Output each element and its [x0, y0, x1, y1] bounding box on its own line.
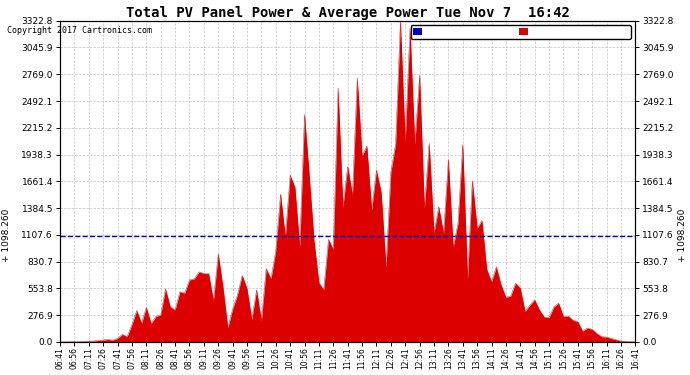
- Text: + 1098.260: + 1098.260: [2, 209, 11, 262]
- Text: Copyright 2017 Cartronics.com: Copyright 2017 Cartronics.com: [7, 26, 152, 35]
- Title: Total PV Panel Power & Average Power Tue Nov 7  16:42: Total PV Panel Power & Average Power Tue…: [126, 6, 570, 20]
- Legend: Average  (DC Watts), PV Panels  (DC Watts): Average (DC Watts), PV Panels (DC Watts): [411, 25, 631, 39]
- Text: + 1098.260: + 1098.260: [678, 209, 687, 262]
